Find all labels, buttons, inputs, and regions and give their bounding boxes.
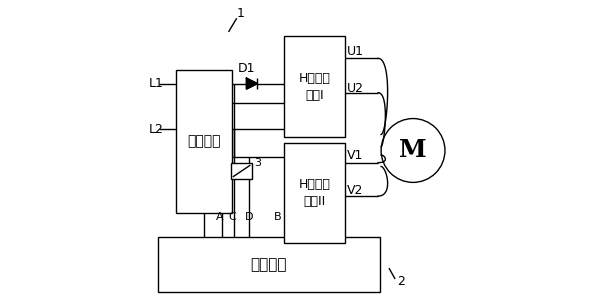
Text: 控制单元: 控制单元	[250, 257, 287, 272]
Bar	[157, 237, 379, 292]
Text: L1: L1	[149, 77, 163, 90]
Text: D1: D1	[238, 62, 256, 75]
Text: H桥逆变
电路II: H桥逆变 电路II	[298, 178, 330, 208]
Text: 电源电路: 电源电路	[187, 134, 221, 148]
Text: B: B	[274, 212, 282, 222]
Text: M: M	[399, 139, 427, 162]
Text: H桥逆变
电路I: H桥逆变 电路I	[298, 72, 330, 102]
Text: 1: 1	[236, 7, 244, 20]
Text: A: A	[215, 212, 223, 222]
Text: V2: V2	[346, 184, 363, 196]
Text: V1: V1	[346, 149, 363, 161]
Bar	[176, 70, 232, 213]
Text: D: D	[245, 212, 253, 222]
Text: C: C	[229, 212, 236, 222]
Text: U2: U2	[346, 82, 363, 95]
Text: U1: U1	[346, 45, 363, 58]
Bar	[284, 143, 345, 243]
Text: 3: 3	[255, 158, 262, 168]
Bar	[231, 163, 252, 179]
Text: L2: L2	[149, 123, 163, 136]
Bar	[284, 36, 345, 137]
Text: 2: 2	[397, 275, 405, 288]
Circle shape	[381, 119, 445, 182]
Polygon shape	[246, 78, 258, 89]
